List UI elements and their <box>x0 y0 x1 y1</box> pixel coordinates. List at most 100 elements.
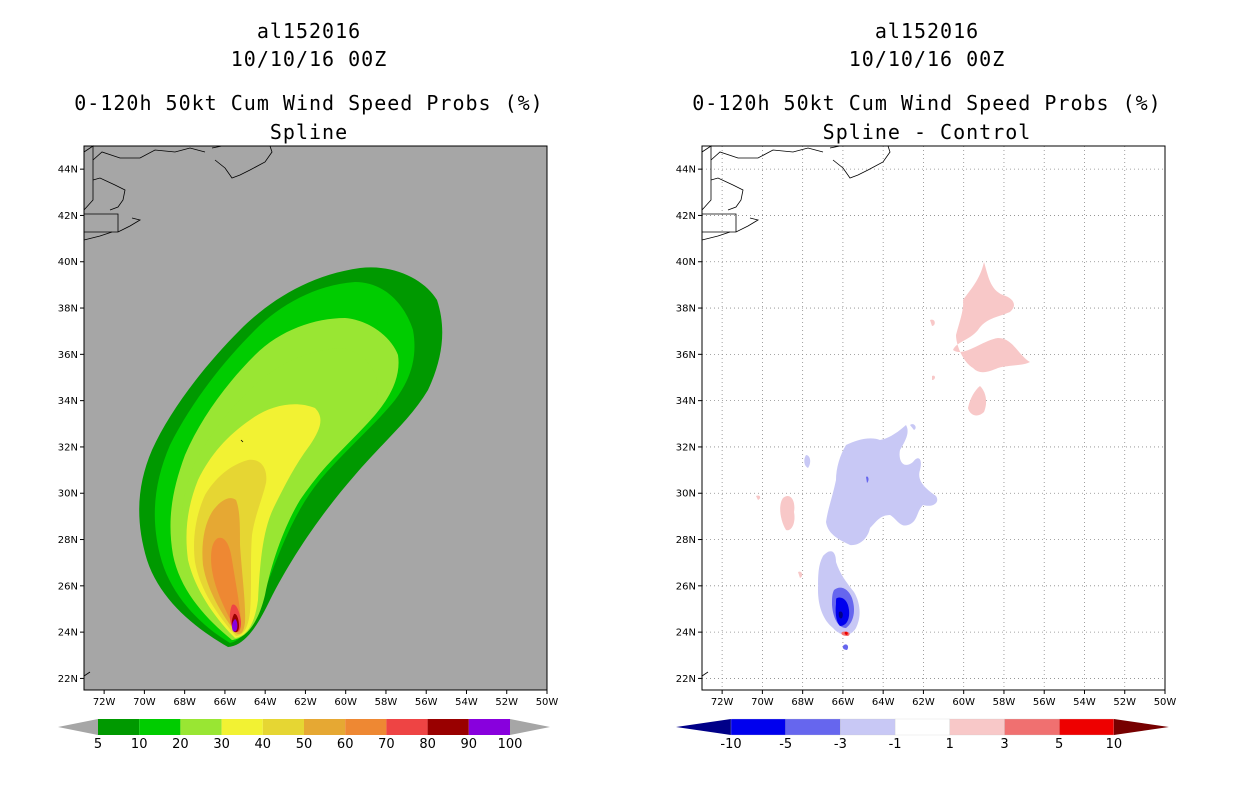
y-tick-label: 24N <box>676 628 696 639</box>
diff-pos-dot-2 <box>930 319 935 326</box>
colorbar-label: 1 <box>946 737 954 752</box>
y-tick-label: 30N <box>58 489 78 500</box>
colorbar-low-arrow <box>58 719 98 735</box>
left-title: 0-120h 50kt Cum Wind Speed Probs (%) <box>74 91 544 115</box>
x-tick-label: 56W <box>415 697 438 708</box>
colorbar-high-arrow <box>510 719 550 735</box>
diff-pos-red <box>844 631 848 635</box>
x-tick-label: 54W <box>1073 697 1096 708</box>
x-tick-label: 64W <box>254 697 277 708</box>
colorbar-label: 80 <box>419 737 436 752</box>
x-tick-label: 60W <box>334 697 357 708</box>
left-date: 10/10/16 00Z <box>230 47 388 71</box>
x-tick-label: 64W <box>872 697 895 708</box>
right-date: 10/10/16 00Z <box>848 47 1006 71</box>
y-tick-label: 28N <box>58 535 78 546</box>
y-tick-label: 36N <box>676 350 696 361</box>
right-panel: al152016 10/10/16 00Z 0-120h 50kt Cum Wi… <box>618 0 1236 800</box>
colorbar-low-arrow <box>676 719 731 735</box>
x-tick-label: 70W <box>133 697 156 708</box>
x-tick-label: 62W <box>912 697 935 708</box>
colorbar-label: 90 <box>461 737 478 752</box>
y-tick-label: 28N <box>676 535 696 546</box>
y-tick-label: 44N <box>676 165 696 176</box>
diff-neg10-dot <box>838 611 843 619</box>
colorbar-box <box>427 719 469 735</box>
y-tick-label: 34N <box>676 396 696 407</box>
colorbar-label: 50 <box>296 737 313 752</box>
diff-neg-dot <box>910 424 916 430</box>
diff-neg-blob-left <box>804 455 811 468</box>
colorbar-box <box>345 719 387 735</box>
colorbar-box <box>840 718 896 736</box>
colorbar-label: -1 <box>889 737 902 752</box>
left-coastline <box>83 145 273 677</box>
left-panel: al152016 10/10/16 00Z 0-120h 50kt Cum Wi… <box>58 19 559 752</box>
colorbar-label: 5 <box>94 737 102 752</box>
colorbar-box <box>1059 718 1115 736</box>
colorbar-box <box>1004 718 1060 736</box>
colorbar-box <box>386 719 428 735</box>
y-tick-label: 38N <box>58 304 78 315</box>
y-tick-label: 40N <box>58 257 78 268</box>
left-subtitle: Spline <box>269 120 349 144</box>
colorbar-box <box>221 719 263 735</box>
y-tick-label: 44N <box>58 165 78 176</box>
x-tick-label: 52W <box>495 697 518 708</box>
colorbar-label: 3 <box>1000 737 1008 752</box>
right-storm-id: al152016 <box>874 19 980 43</box>
colorbar-label: 60 <box>337 737 354 752</box>
left-axis-ticks: 72W 70W 68W 66W 64W 62W 60W 58W 56W 54W 52W 50W 22N 2… <box>58 165 559 708</box>
x-tick-label: 56W <box>1033 697 1056 708</box>
colorbar-box <box>468 719 510 735</box>
y-tick-label: 40N <box>676 257 696 268</box>
y-tick-label: 42N <box>676 211 696 222</box>
right-map-background <box>702 146 1165 690</box>
x-tick-label: 52W <box>1113 697 1136 708</box>
x-tick-label: 50W <box>536 697 559 708</box>
diff-pos-blob-east <box>968 386 987 416</box>
y-tick-label: 26N <box>676 581 696 592</box>
diff-pos-dot-1 <box>756 495 761 500</box>
diff-neg-blob-central <box>826 425 938 546</box>
right-map-frame <box>701 145 1166 691</box>
right-difference-contours <box>756 262 1030 650</box>
y-tick-label: 30N <box>676 489 696 500</box>
x-tick-label: 68W <box>173 697 196 708</box>
y-tick-label: 38N <box>676 304 696 315</box>
right-map: 72W 70W 68W 66W 64W 62W 60W 58W 56W 54W 52W 50W 22N 2… <box>676 145 1177 752</box>
colorbar-label: 30 <box>213 737 230 752</box>
colorbar-label: 20 <box>172 737 189 752</box>
colorbar-label: 5 <box>1055 737 1063 752</box>
colorbar-label: 40 <box>255 737 272 752</box>
x-tick-label: 68W <box>791 697 814 708</box>
x-tick-label: 58W <box>375 697 398 708</box>
x-tick-label: 62W <box>294 697 317 708</box>
y-tick-label: 32N <box>58 442 78 453</box>
x-tick-label: 50W <box>1154 697 1177 708</box>
colorbar-label: 10 <box>131 737 148 752</box>
colorbar-box <box>98 719 140 735</box>
diff-neg-small-1 <box>866 476 869 483</box>
diff-pos-dot-3 <box>798 571 803 578</box>
right-axis-ticks: 72W 70W 68W 66W 64W 62W 60W 58W 56W 54W 52W 50W 22N 2… <box>676 165 1177 708</box>
diff-neg-small-2 <box>842 644 849 650</box>
left-colorbar: 5 10 20 30 40 50 60 70 80 90 100 <box>58 719 550 752</box>
x-tick-label: 72W <box>711 697 734 708</box>
colorbar-box <box>304 719 346 735</box>
x-tick-label: 58W <box>993 697 1016 708</box>
contour-100 <box>231 619 238 632</box>
diff-pos-dot-4 <box>932 375 935 380</box>
y-tick-label: 24N <box>58 628 78 639</box>
colorbar-label: -10 <box>720 737 741 752</box>
x-tick-label: 72W <box>93 697 116 708</box>
right-coastline <box>701 145 891 677</box>
x-tick-label: 66W <box>214 697 237 708</box>
colorbar-label: 70 <box>378 737 395 752</box>
right-colorbar: -10 -5 -3 -1 1 3 5 10 <box>676 718 1169 752</box>
colorbar-box <box>180 719 222 735</box>
diff-pos-blob-west <box>780 495 795 531</box>
y-tick-label: 26N <box>58 581 78 592</box>
colorbar-label: 100 <box>498 737 523 752</box>
right-subtitle: Spline - Control <box>822 120 1032 144</box>
